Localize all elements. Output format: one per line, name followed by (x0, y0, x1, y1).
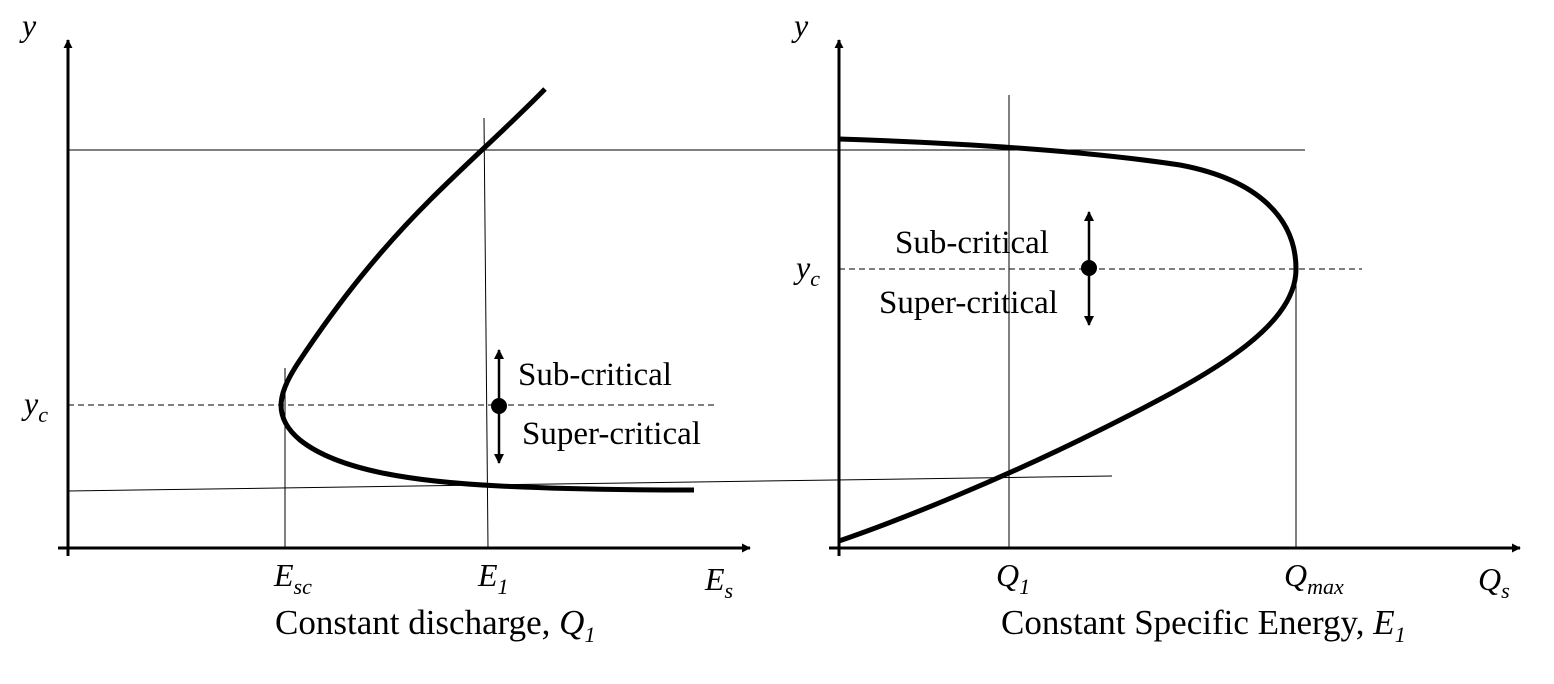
right-x-axis-label: Qs (1478, 561, 1510, 603)
left-super-critical-label: Super-critical (522, 416, 701, 452)
right-panel: y yc Q1 Qmax Qs Sub-critical Super-criti… (791, 7, 1521, 647)
right-sub-critical-label: Sub-critical (895, 225, 1049, 261)
right-discharge-curve (838, 136, 1299, 544)
left-tick-esc: Esc (273, 557, 312, 599)
right-y-axis-label: y (791, 7, 809, 43)
right-super-critical-label: Super-critical (879, 285, 1058, 321)
left-e1-vertical (483, 117, 489, 549)
right-critical-point (1081, 260, 1097, 276)
left-x-axis-label: Es (704, 561, 733, 603)
left-specific-energy-curve (278, 87, 695, 493)
left-yc-label: yc (21, 385, 48, 427)
left-caption: Constant discharge, Q1 (275, 603, 595, 647)
right-tick-qmax: Qmax (1284, 557, 1344, 599)
left-y-axis-label: y (19, 7, 37, 43)
left-sub-critical-label: Sub-critical (518, 357, 672, 393)
right-yc-label: yc (793, 249, 820, 291)
left-critical-point (491, 398, 507, 414)
left-tick-e1: E1 (477, 557, 509, 599)
right-tick-q1: Q1 (996, 557, 1030, 599)
left-lower-depth-line (67, 475, 1113, 492)
left-panel: y yc Esc E1 Es Sub-critical Super-critic… (19, 7, 1305, 647)
right-caption: Constant Specific Energy, E1 (1001, 603, 1406, 647)
